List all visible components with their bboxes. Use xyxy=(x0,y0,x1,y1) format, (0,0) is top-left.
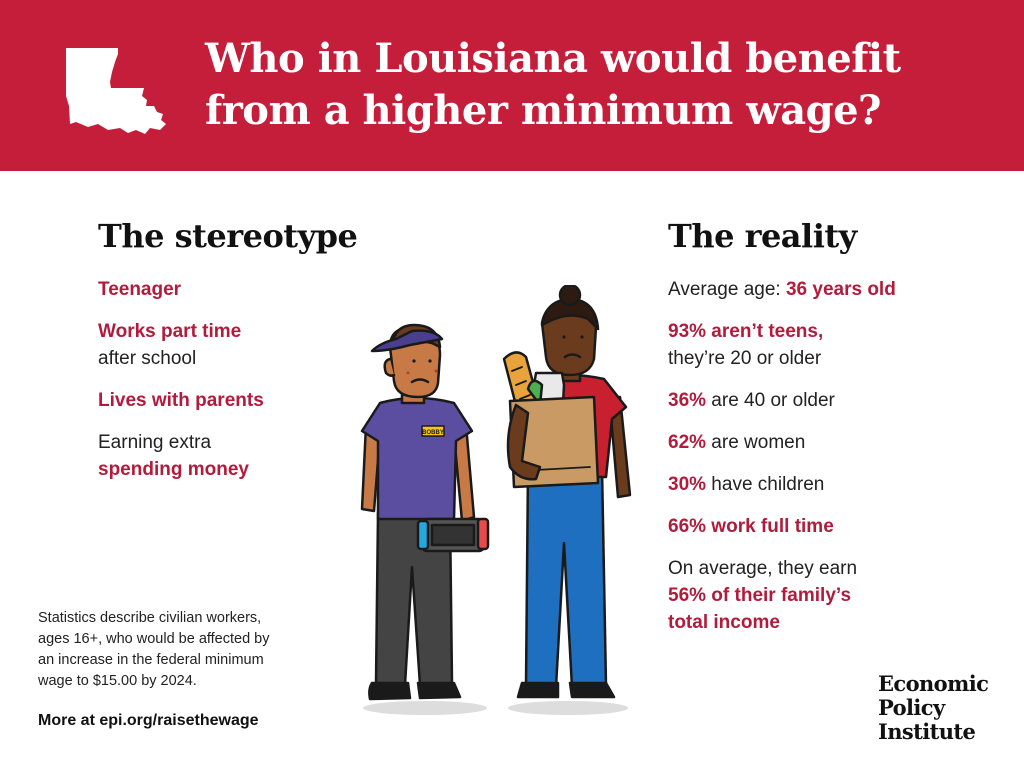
worker-illustration: BOBBY xyxy=(360,285,632,715)
reality-heading: The reality xyxy=(668,217,857,255)
reality-income-rest: On average, they earn xyxy=(668,558,858,579)
stereotype-earning-extra: Earning extra xyxy=(98,432,212,453)
reality-list: Average age: 36 years old 93% aren’t tee… xyxy=(668,276,998,651)
footnote-line-1: Statistics describe civilian workers, xyxy=(38,610,262,626)
stereotype-lives-with-parents: Lives with parents xyxy=(98,390,264,411)
title-line-2: from a higher minimum wage? xyxy=(205,87,882,134)
logo-line-1: Economic xyxy=(878,671,989,696)
reality-teens-rest: they’re 20 or older xyxy=(668,348,822,369)
reality-women-rest: are women xyxy=(706,432,806,453)
footnote-line-3: an increase in the federal minimum xyxy=(38,652,264,668)
reality-children-rest: have children xyxy=(706,474,825,495)
reality-income-bold-2: total income xyxy=(668,612,780,633)
statistics-footnote: Statistics describe civilian workers, ag… xyxy=(38,608,298,692)
header-banner: Who in Louisiana would benefit from a hi… xyxy=(0,0,1024,171)
name-tag-label: BOBBY xyxy=(422,430,444,436)
epi-logo: Economic Policy Institute xyxy=(878,671,989,744)
woman-shadow xyxy=(508,701,628,715)
reality-age-value: 36 years old xyxy=(785,279,896,300)
stereotype-part-time: Works part time xyxy=(98,321,242,342)
teen-figure: BOBBY xyxy=(360,323,490,701)
reality-over40-rest: are 40 or older xyxy=(706,390,835,411)
louisiana-map-icon xyxy=(66,48,166,134)
logo-line-3: Institute xyxy=(878,719,976,744)
more-info-link[interactable]: More at epi.org/raisethewage xyxy=(38,712,259,729)
stereotype-list: Teenager Works part time after school Li… xyxy=(98,276,348,498)
stereotype-after-school: after school xyxy=(98,348,197,369)
teen-shadow xyxy=(363,701,487,715)
stereotype-heading: The stereotype xyxy=(98,217,358,255)
footnote-line-4: wage to $15.00 by 2024. xyxy=(38,673,197,689)
reality-income-bold-1: 56% of their family’s xyxy=(668,585,852,606)
footnote-line-2: ages 16+, who would be affected by xyxy=(38,631,270,647)
reality-teens-bold: 93% aren’t teens, xyxy=(668,321,824,342)
title-line-1: Who in Louisiana would benefit xyxy=(205,35,901,82)
reality-full-time: 66% work full time xyxy=(668,516,834,537)
reality-children-value: 30% xyxy=(668,474,707,495)
stereotype-teenager: Teenager xyxy=(98,279,182,300)
reality-over40-value: 36% xyxy=(668,390,707,411)
reality-women-value: 62% xyxy=(668,432,707,453)
page-title: Who in Louisiana would benefit from a hi… xyxy=(205,33,985,137)
stereotype-spending-money: spending money xyxy=(98,459,249,480)
reality-age-prefix: Average age: xyxy=(668,279,786,300)
woman-figure xyxy=(502,285,632,699)
logo-line-2: Policy xyxy=(878,695,945,720)
